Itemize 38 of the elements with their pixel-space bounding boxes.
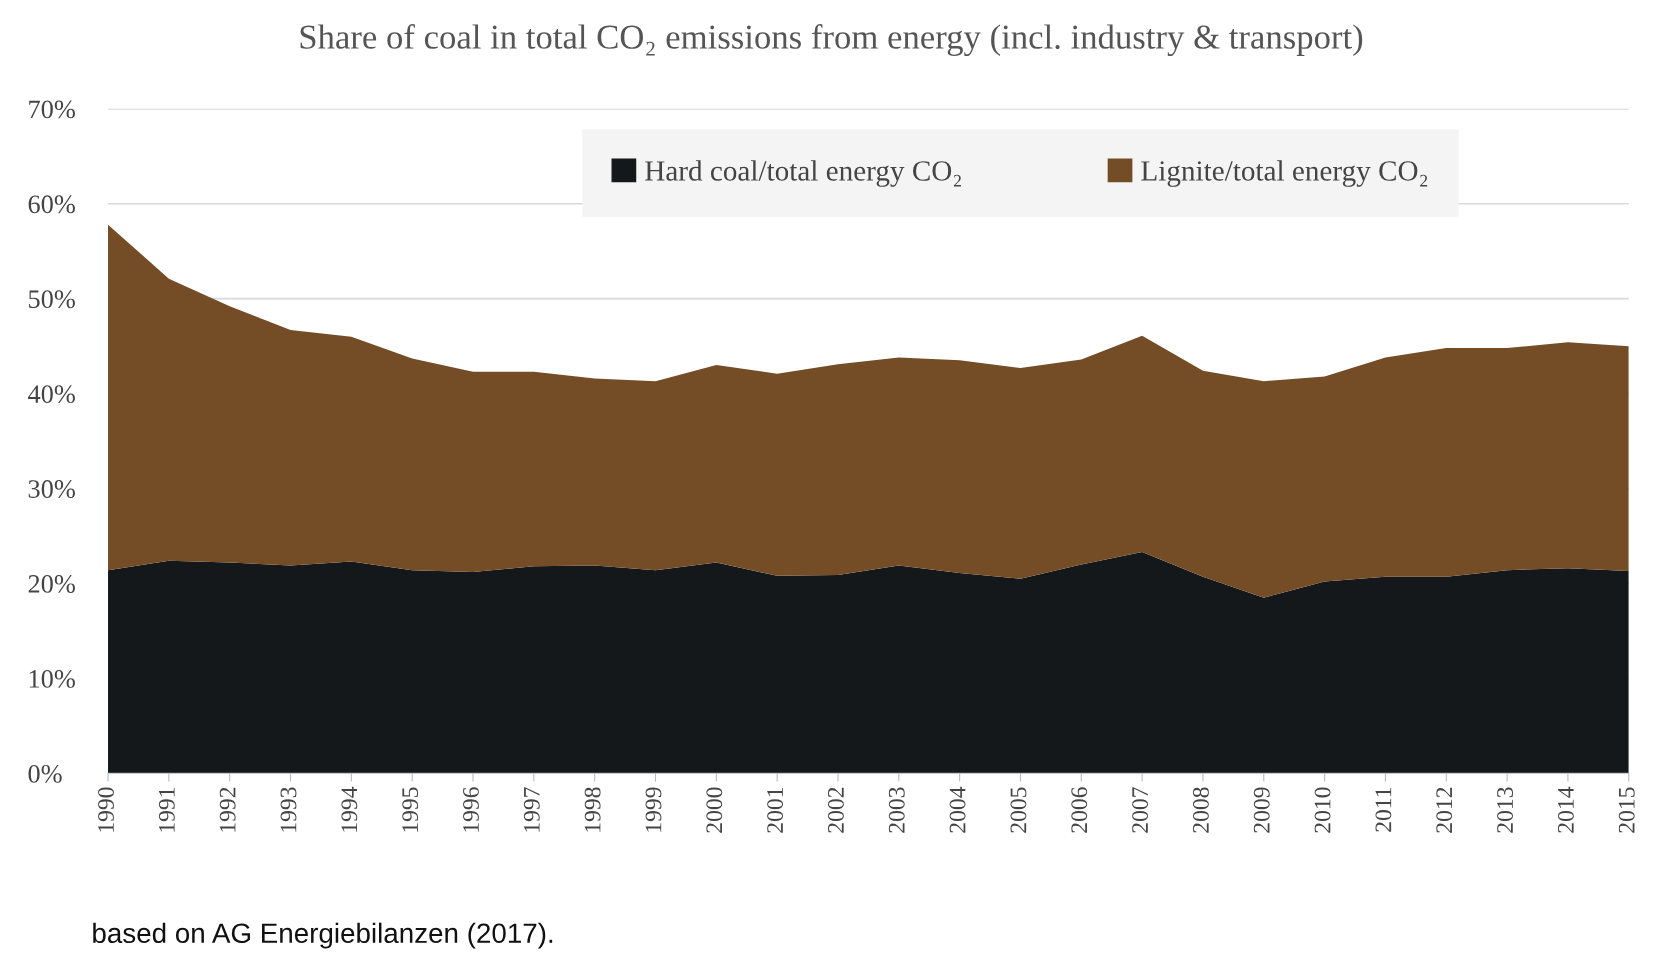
x-tick-label: 1993 — [280, 787, 297, 832]
x-tick-label: 2007 — [1132, 787, 1149, 833]
x-tick-label: 2014 — [1557, 786, 1574, 833]
x-tick-label: 2006 — [1071, 787, 1088, 833]
x-tick-label: 2008 — [1192, 787, 1209, 833]
text: based on AG Energiebilanzen (2017). — [93, 922, 553, 949]
y-tick-label: 10% — [29, 669, 75, 688]
y-tick-label: 20% — [28, 575, 75, 593]
x-tick-label: 1990 — [98, 787, 114, 832]
x-tick-label: 1998 — [584, 787, 601, 832]
x-tick-label: 2001 — [767, 787, 784, 833]
x-tick-label: 1994 — [341, 786, 358, 832]
x-tick-label: 2011 — [1375, 787, 1392, 832]
y-tick-label: 70% — [29, 100, 75, 119]
x-tick-label: 2009 — [1253, 787, 1270, 833]
y-tick-label: 60% — [28, 195, 75, 214]
y-tick-label: 40% — [27, 385, 75, 404]
x-tick-label: 2004 — [949, 786, 966, 833]
x-tick-label: 2000 — [706, 787, 723, 833]
x-tick-label: 2002 — [827, 787, 844, 833]
x-tick-label: 1995 — [402, 787, 419, 832]
legend-label: Hard coal/total energy CO₂ — [645, 160, 961, 187]
x-tick-label: 2013 — [1497, 787, 1514, 833]
x-tick-label: 2010 — [1314, 787, 1331, 833]
y-tick-label: 30% — [28, 480, 75, 499]
x-tick-label: 2015 — [1618, 787, 1635, 833]
x-tick-label: 1997 — [523, 787, 540, 832]
y-tick-label: 50% — [29, 290, 75, 309]
y-tick-label: 0% — [28, 764, 62, 783]
x-tick-label: 1999 — [645, 787, 662, 832]
legend-label: Lignite/total energy CO₂ — [1141, 160, 1428, 187]
x-tick-label: 1996 — [463, 787, 479, 832]
x-tick-label: 2012 — [1436, 787, 1453, 833]
x-tick-label: 2005 — [1010, 787, 1027, 833]
chart-title: Share of coal in total CO₂ emissions from energy (incl. industry & transport) — [300, 24, 1363, 57]
x-tick-label: 2003 — [888, 787, 905, 833]
x-tick-label: 1992 — [219, 787, 236, 832]
x-tick-label: 1991 — [158, 787, 175, 832]
